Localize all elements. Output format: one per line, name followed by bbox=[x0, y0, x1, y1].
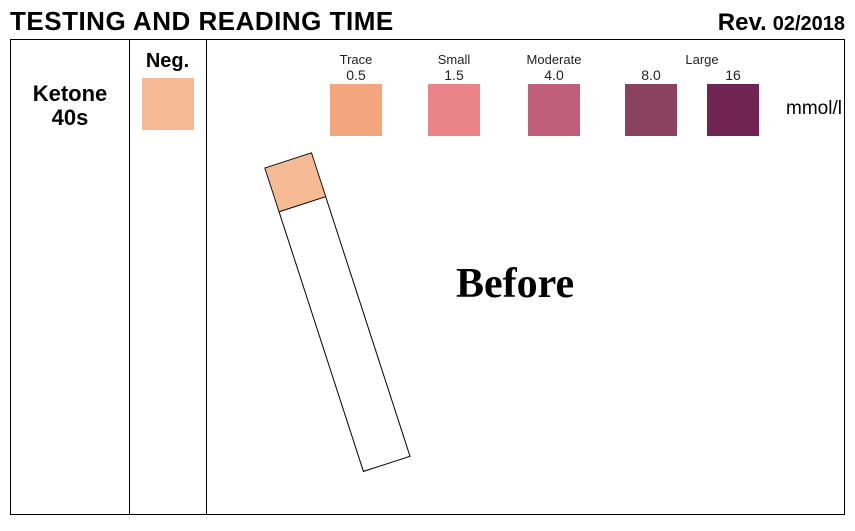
scale-label-val-1: 1.5 bbox=[414, 67, 494, 83]
scale-swatch-4 bbox=[707, 84, 759, 136]
separator-2 bbox=[206, 40, 207, 514]
scale-label-val-4: 16 bbox=[693, 67, 773, 83]
separator-1 bbox=[129, 40, 130, 514]
neg-label: Neg. bbox=[129, 50, 206, 73]
scale-label-val-0: 0.5 bbox=[316, 67, 396, 83]
unit-label: mmol/l bbox=[786, 98, 842, 120]
rev-label: Rev. bbox=[718, 9, 767, 37]
test-name: Ketone 40s bbox=[11, 82, 129, 130]
neg-swatch bbox=[142, 78, 194, 130]
scale-swatch-2 bbox=[528, 84, 580, 136]
rev-date: 02/2018 bbox=[773, 13, 845, 36]
chart-box: Ketone 40s Neg. mmol/l Before Trace0.5 Sm… bbox=[10, 40, 845, 515]
scale-label-val-3: 8.0 bbox=[611, 67, 691, 83]
revision-block: Rev. 02/2018 bbox=[718, 9, 845, 37]
scale-label-top-4: Large bbox=[662, 52, 742, 67]
test-strip-pad bbox=[265, 154, 325, 213]
test-name-line1: Ketone bbox=[33, 81, 108, 106]
scale-label-top-1: Small bbox=[414, 52, 494, 67]
scale-label-top-2: Moderate bbox=[514, 52, 594, 67]
scale-swatch-0 bbox=[330, 84, 382, 136]
header: TESTING AND READING TIME Rev. 02/2018 bbox=[10, 6, 845, 40]
test-name-line2: 40s bbox=[52, 105, 89, 130]
test-strip bbox=[264, 152, 410, 472]
scale-swatch-1 bbox=[428, 84, 480, 136]
before-annotation: Before bbox=[456, 260, 574, 308]
scale-label-top-0: Trace bbox=[316, 52, 396, 67]
page-title: TESTING AND READING TIME bbox=[10, 6, 394, 37]
scale-label-val-2: 4.0 bbox=[514, 67, 594, 83]
scale-swatch-3 bbox=[625, 84, 677, 136]
